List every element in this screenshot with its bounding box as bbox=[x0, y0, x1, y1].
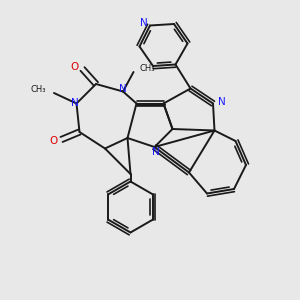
Text: O: O bbox=[70, 62, 78, 73]
Text: N: N bbox=[152, 147, 159, 158]
Text: N: N bbox=[140, 17, 148, 28]
Text: CH₃: CH₃ bbox=[140, 64, 155, 73]
Text: O: O bbox=[49, 136, 57, 146]
Text: N: N bbox=[71, 98, 79, 109]
Text: N: N bbox=[218, 97, 225, 107]
Text: CH₃: CH₃ bbox=[30, 85, 46, 94]
Text: N: N bbox=[119, 83, 127, 94]
